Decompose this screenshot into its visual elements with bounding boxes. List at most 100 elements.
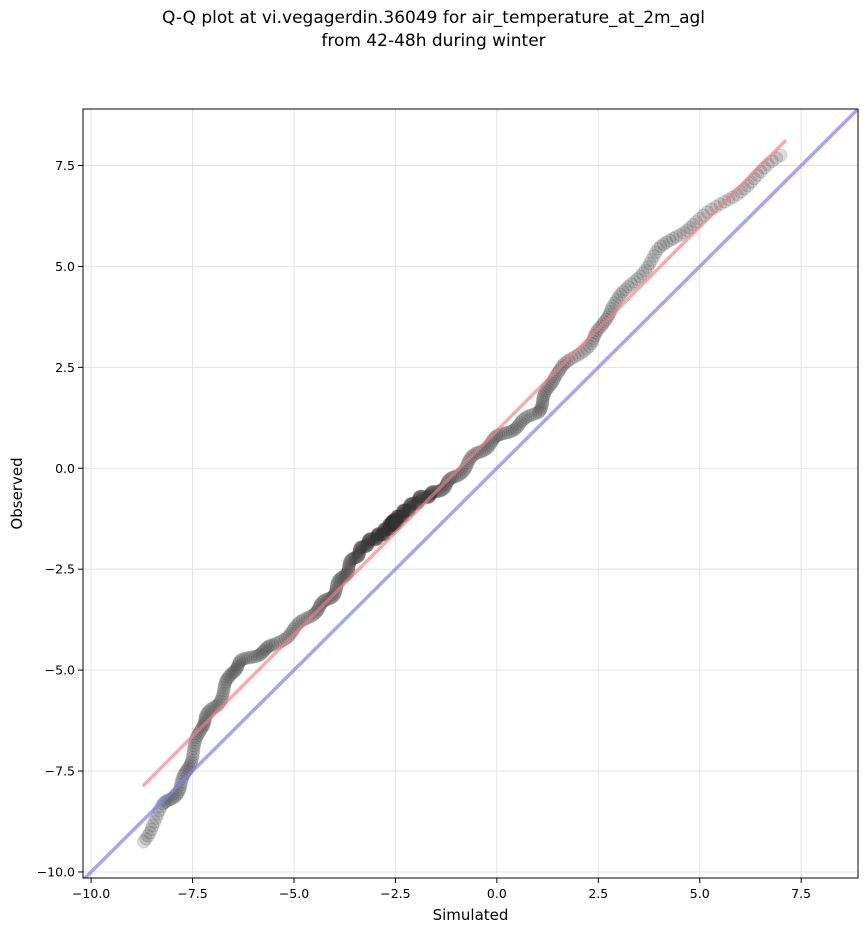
data-point: [423, 487, 438, 502]
data-point: [651, 241, 666, 256]
data-point: [386, 513, 401, 527]
data-point: [609, 293, 624, 307]
data-point: [413, 489, 428, 504]
data-point: [371, 527, 386, 541]
data-point: [531, 405, 546, 420]
data-point: [387, 516, 402, 531]
data-point: [633, 269, 647, 284]
data-point: [498, 426, 513, 440]
data-point: [528, 406, 543, 421]
data-point: [645, 252, 659, 267]
data-point: [185, 750, 200, 765]
data-point: [402, 499, 417, 514]
data-point: [385, 514, 400, 529]
data-point: [496, 426, 511, 441]
data-point: [402, 498, 417, 513]
data-point: [376, 528, 390, 542]
data-point: [377, 526, 391, 541]
data-point: [602, 307, 617, 322]
data-point: [382, 519, 397, 534]
data-point: [515, 414, 529, 428]
data-point: [370, 530, 385, 545]
data-point: [386, 515, 401, 530]
data-point: [395, 504, 410, 519]
y-tick-label-1: −7.5: [45, 764, 75, 779]
data-point: [352, 547, 366, 561]
data-point: [218, 676, 232, 690]
data-point: [377, 523, 391, 538]
x-tick-label-3: −2.5: [380, 886, 410, 901]
data-point: [420, 490, 435, 505]
data-point: [220, 672, 234, 687]
data-point: [539, 383, 553, 398]
data-point: [234, 653, 249, 667]
data-point: [191, 726, 206, 741]
data-point: [390, 511, 404, 526]
data-point: [726, 190, 740, 204]
data-point: [391, 513, 405, 528]
data-point: [386, 516, 401, 530]
data-point: [388, 513, 403, 528]
data-point: [361, 533, 376, 548]
data-point: [215, 689, 230, 703]
data-point: [142, 825, 157, 840]
data-point: [382, 517, 396, 532]
y-axis-label: Observed: [8, 457, 26, 529]
data-point: [402, 500, 417, 515]
data-point: [387, 513, 402, 528]
data-point: [630, 272, 644, 286]
data-point: [361, 533, 376, 547]
data-point: [587, 328, 602, 343]
data-point: [412, 489, 427, 504]
data-point: [397, 503, 412, 517]
x-tick-label-1: −7.5: [177, 886, 207, 901]
data-point: [501, 425, 515, 440]
data-point: [342, 556, 357, 570]
data-point: [265, 638, 280, 652]
data-point: [396, 509, 410, 523]
data-point: [398, 503, 413, 518]
data-point: [313, 599, 327, 613]
data-point: [391, 509, 406, 523]
data-point: [396, 503, 410, 518]
data-point: [255, 645, 270, 660]
x-tick-label-4: 0.0: [487, 886, 507, 901]
data-point: [238, 651, 253, 666]
data-point: [551, 365, 566, 380]
data-point: [386, 515, 401, 530]
x-tick-label-2: −5.0: [279, 886, 309, 901]
data-point: [359, 539, 373, 554]
data-point: [361, 536, 375, 551]
data-point: [611, 290, 626, 304]
data-point: [317, 593, 332, 608]
data-point: [396, 507, 410, 522]
data-point: [624, 277, 638, 291]
data-point: [378, 521, 392, 536]
data-point: [616, 284, 630, 299]
data-point: [386, 517, 400, 531]
chart-title-line1: Q-Q plot at vi.vegagerdin.36049 for air_…: [161, 8, 706, 28]
data-point: [412, 491, 426, 505]
plot-frame: [82, 108, 859, 879]
axis-ticks: −10.0 −7.5 −5.0 −2.5 0.0 2.5 5.0 7.5 −10.0 −7.5 −5…: [37, 158, 811, 901]
data-point: [375, 527, 389, 542]
data-point: [396, 503, 411, 518]
data-point: [390, 514, 404, 529]
data-point: [403, 497, 417, 512]
data-point: [377, 527, 391, 541]
data-point: [378, 521, 393, 536]
data-point: [535, 396, 550, 411]
data-point: [512, 417, 526, 432]
data-point: [351, 549, 366, 563]
data-point: [386, 514, 401, 528]
data-point: [362, 532, 377, 547]
data-point: [390, 510, 404, 525]
data-point: [157, 795, 172, 810]
data-point: [184, 756, 198, 770]
data-point: [402, 501, 417, 516]
data-point: [226, 665, 241, 679]
data-point: [352, 548, 366, 562]
data-point: [370, 531, 384, 546]
data-point: [386, 518, 401, 533]
data-point: [385, 514, 399, 529]
